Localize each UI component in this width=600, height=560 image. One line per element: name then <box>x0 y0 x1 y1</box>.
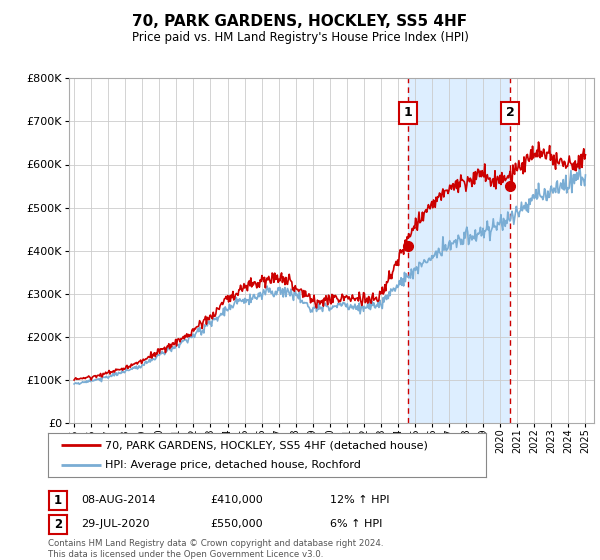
Text: £410,000: £410,000 <box>210 494 263 505</box>
Bar <box>408 78 510 423</box>
Text: 08-AUG-2014: 08-AUG-2014 <box>81 494 155 505</box>
Text: 12% ↑ HPI: 12% ↑ HPI <box>330 494 389 505</box>
Text: HPI: Average price, detached house, Rochford: HPI: Average price, detached house, Roch… <box>105 460 361 470</box>
Text: Price paid vs. HM Land Registry's House Price Index (HPI): Price paid vs. HM Land Registry's House … <box>131 31 469 44</box>
Text: 6% ↑ HPI: 6% ↑ HPI <box>330 519 382 529</box>
Text: Contains HM Land Registry data © Crown copyright and database right 2024.
This d: Contains HM Land Registry data © Crown c… <box>48 539 383 559</box>
Text: 70, PARK GARDENS, HOCKLEY, SS5 4HF: 70, PARK GARDENS, HOCKLEY, SS5 4HF <box>133 14 467 29</box>
Text: 29-JUL-2020: 29-JUL-2020 <box>81 519 149 529</box>
Text: 1: 1 <box>54 493 62 507</box>
Text: 2: 2 <box>506 106 515 119</box>
Text: 2: 2 <box>54 517 62 531</box>
Text: 1: 1 <box>404 106 413 119</box>
Text: £550,000: £550,000 <box>210 519 263 529</box>
Text: 70, PARK GARDENS, HOCKLEY, SS5 4HF (detached house): 70, PARK GARDENS, HOCKLEY, SS5 4HF (deta… <box>105 440 428 450</box>
